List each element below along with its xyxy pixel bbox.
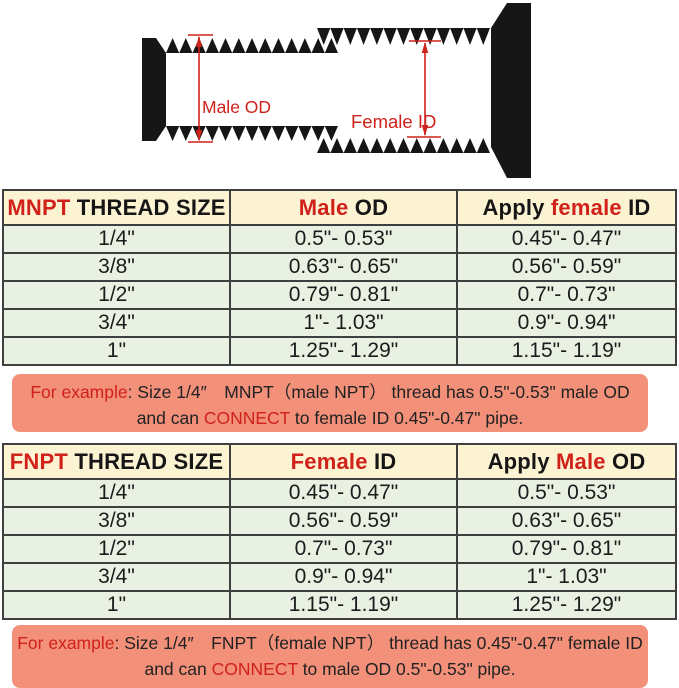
table-cell: 1/4"	[2, 478, 231, 508]
female-id-header: Female ID	[229, 443, 458, 480]
fnpt-example-line-1: For example: Size 1/4″ FNPT（female NPT） …	[12, 631, 648, 655]
table-row: 1/4" 0.45"- 0.47" 0.5"- 0.53"	[2, 478, 677, 508]
table-cell: 3/8"	[2, 252, 231, 282]
male-od-label: Male OD	[202, 97, 271, 117]
text-fragment: For example	[30, 382, 128, 402]
table-row: 1/4" 0.5"- 0.53" 0.45"- 0.47"	[2, 224, 677, 254]
table-cell: 3/4"	[2, 308, 231, 338]
table-cell: 1/2"	[2, 280, 231, 310]
text-fragment: female	[550, 194, 622, 220]
fnpt-example-note: For example: Size 1/4″ FNPT（female NPT） …	[12, 625, 648, 688]
text-fragment: : Size 1/4″ FNPT（female NPT） thread has …	[114, 633, 643, 653]
table-cell: 0.63"- 0.65"	[456, 506, 677, 536]
male-od-header: Male OD	[229, 189, 458, 226]
arrow-up-icon	[195, 36, 203, 47]
female-top-threads	[317, 28, 490, 45]
table-cell: 0.5"- 0.53"	[456, 478, 677, 508]
table-cell: 1"	[2, 336, 231, 366]
mnpt-example-line-2: and can CONNECT to female ID 0.45"-0.47"…	[12, 406, 648, 430]
hex-head-shape	[142, 38, 166, 141]
table-cell: 3/8"	[2, 506, 231, 536]
table-cell: 0.7"- 0.73"	[229, 534, 458, 564]
thread-diagram: Male OD Female ID	[142, 3, 531, 178]
male-od-dimension	[188, 34, 213, 143]
text-fragment: to female ID 0.45"-0.47" pipe.	[290, 408, 524, 428]
flare-end-shape	[491, 3, 531, 178]
table-cell: 1.15"- 1.19"	[229, 590, 458, 620]
text-fragment: OD	[605, 448, 646, 474]
mnpt-size-table: MNPT THREAD SIZE Male OD Apply female ID…	[2, 189, 677, 366]
text-fragment: Male	[298, 194, 349, 220]
fnpt-size-table: FNPT THREAD SIZE Female ID Apply Male OD…	[2, 443, 677, 620]
apply-female-id-header: Apply female ID	[456, 189, 677, 226]
table-row: 1" 1.25"- 1.29" 1.15"- 1.19"	[2, 336, 677, 366]
table-cell: 1.25"- 1.29"	[456, 590, 677, 620]
apply-male-od-header: Apply Male OD	[456, 443, 677, 480]
text-fragment: FNPT	[9, 448, 69, 474]
text-fragment: CONNECT	[203, 408, 291, 428]
table-row: 3/8" 0.63"- 0.65" 0.56"- 0.59"	[2, 252, 677, 282]
fnpt-example-line-2: and can CONNECT to male OD 0.5"-0.53" pi…	[12, 657, 648, 681]
table-cell: 0.56"- 0.59"	[229, 506, 458, 536]
text-fragment: and can	[136, 408, 204, 428]
arrow-up-icon	[421, 42, 429, 53]
text-fragment: and can	[144, 659, 212, 679]
table-cell: 1"	[2, 590, 231, 620]
table-cell: 1.25"- 1.29"	[229, 336, 458, 366]
arrow-down-icon	[195, 130, 203, 141]
table-cell: 1.15"- 1.19"	[456, 336, 677, 366]
text-fragment: to male OD 0.5"-0.53" pipe.	[297, 659, 516, 679]
text-fragment: : Size 1/4″ MNPT（male NPT） thread has 0.…	[127, 382, 630, 402]
table-cell: 1"- 1.03"	[456, 562, 677, 592]
text-fragment: ID	[621, 194, 651, 220]
text-fragment: Apply	[482, 194, 551, 220]
table-row: 3/4" 1"- 1.03" 0.9"- 0.94"	[2, 308, 677, 338]
table-cell: 0.5"- 0.53"	[229, 224, 458, 254]
text-fragment: For example	[17, 633, 115, 653]
fnpt-header-row: FNPT THREAD SIZE Female ID Apply Male OD	[2, 443, 677, 480]
table-cell: 0.9"- 0.94"	[456, 308, 677, 338]
table-cell: 0.63"- 0.65"	[229, 252, 458, 282]
text-fragment: MNPT	[7, 194, 71, 220]
table-cell: 0.45"- 0.47"	[229, 478, 458, 508]
table-row: 1/2" 0.79"- 0.81" 0.7"- 0.73"	[2, 280, 677, 310]
mnpt-example-line-1: For example: Size 1/4″ MNPT（male NPT） th…	[12, 380, 648, 404]
text-fragment: CONNECT	[211, 659, 298, 679]
text-fragment: Apply	[487, 448, 556, 474]
table-cell: 0.79"- 0.81"	[229, 280, 458, 310]
table-row: 3/8" 0.56"- 0.59" 0.63"- 0.65"	[2, 506, 677, 536]
text-fragment: Female	[290, 448, 368, 474]
text-fragment: OD	[348, 194, 389, 220]
arrow-down-icon	[421, 125, 429, 136]
table-cell: 0.7"- 0.73"	[456, 280, 677, 310]
table-cell: 0.56"- 0.59"	[456, 252, 677, 282]
male-bottom-threads	[166, 126, 338, 141]
female-id-label: Female ID	[351, 111, 436, 132]
male-top-threads	[166, 38, 338, 53]
text-fragment: ID	[367, 448, 397, 474]
table-row: 1" 1.15"- 1.19" 1.25"- 1.29"	[2, 590, 677, 620]
mnpt-example-note: For example: Size 1/4″ MNPT（male NPT） th…	[12, 374, 648, 432]
table-cell: 0.9"- 0.94"	[229, 562, 458, 592]
table-cell: 3/4"	[2, 562, 231, 592]
mnpt-thread-size-header: MNPT THREAD SIZE	[2, 189, 231, 226]
table-row: 3/4" 0.9"- 0.94" 1"- 1.03"	[2, 562, 677, 592]
mnpt-header-row: MNPT THREAD SIZE Male OD Apply female ID	[2, 189, 677, 226]
female-id-dimension	[407, 40, 441, 138]
female-bottom-threads	[317, 138, 490, 153]
text-fragment: THREAD SIZE	[70, 194, 226, 220]
table-cell: 1"- 1.03"	[229, 308, 458, 338]
table-row: 1/2" 0.7"- 0.73" 0.79"- 0.81"	[2, 534, 677, 564]
table-cell: 0.45"- 0.47"	[456, 224, 677, 254]
text-fragment: Male	[556, 448, 606, 474]
text-fragment: THREAD SIZE	[68, 448, 224, 474]
table-cell: 0.79"- 0.81"	[456, 534, 677, 564]
table-cell: 1/4"	[2, 224, 231, 254]
fnpt-thread-size-header: FNPT THREAD SIZE	[2, 443, 231, 480]
table-cell: 1/2"	[2, 534, 231, 564]
